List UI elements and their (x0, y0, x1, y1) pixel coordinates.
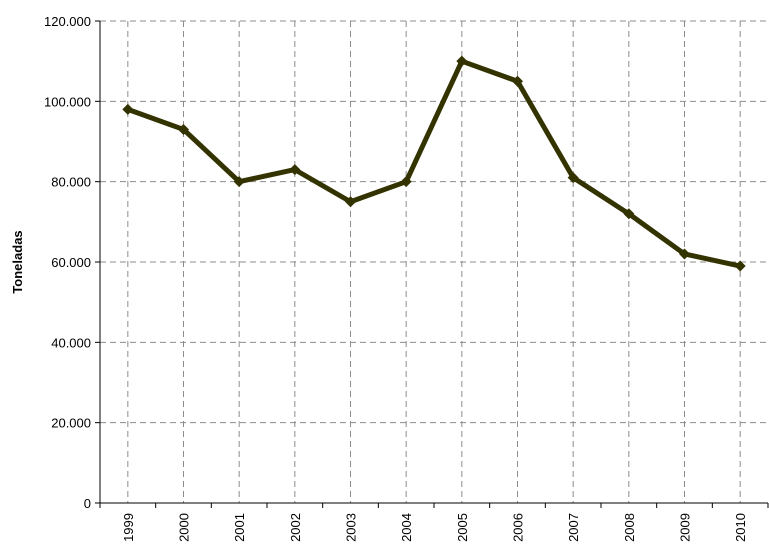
x-tick-label: 2005 (455, 513, 470, 542)
x-tick-label: 2008 (622, 513, 637, 542)
data-point (734, 260, 746, 272)
x-tick-labels: 1999 2000 2001 2002 2003 2004 2005 2006 2007 2008… (121, 513, 748, 542)
y-tick-label: 20.000 (51, 416, 91, 431)
series-line (125, 58, 743, 269)
y-axis-label: Toneladas (10, 230, 25, 293)
data-point (623, 208, 635, 220)
data-point (345, 196, 356, 208)
axes (95, 20, 769, 508)
x-tick-label: 2003 (344, 513, 359, 542)
x-tick-label: 2010 (733, 513, 748, 542)
data-point (512, 75, 523, 87)
data-point (122, 103, 134, 115)
x-tick-label: 2002 (288, 513, 303, 542)
y-tick-label: 40.000 (51, 335, 91, 350)
data-point (289, 164, 301, 176)
x-tick-label: 2000 (177, 513, 192, 542)
x-tick-label: 1999 (121, 513, 136, 542)
x-tick-label: 2007 (566, 513, 581, 542)
x-tick-label: 2009 (678, 513, 693, 542)
y-tick-label: 100.000 (44, 94, 91, 109)
series (122, 55, 746, 272)
y-tick-label: 0 (84, 496, 91, 511)
grid (100, 20, 768, 503)
y-tick-label: 80.000 (51, 175, 91, 190)
data-point (567, 172, 579, 184)
y-tick-label: 120.000 (44, 14, 91, 29)
x-tick-label: 2004 (399, 513, 414, 542)
y-tick-label: 60.000 (51, 255, 91, 270)
x-tick-label: 2006 (511, 513, 526, 542)
y-tick-labels: 0 20.000 40.000 60.000 80.000 100.000 120.000 (44, 14, 91, 511)
data-point (679, 248, 690, 260)
data-point (178, 123, 189, 135)
data-point (456, 55, 468, 67)
x-tick-label: 2001 (232, 513, 247, 542)
data-point (400, 176, 412, 188)
data-point (233, 176, 245, 188)
